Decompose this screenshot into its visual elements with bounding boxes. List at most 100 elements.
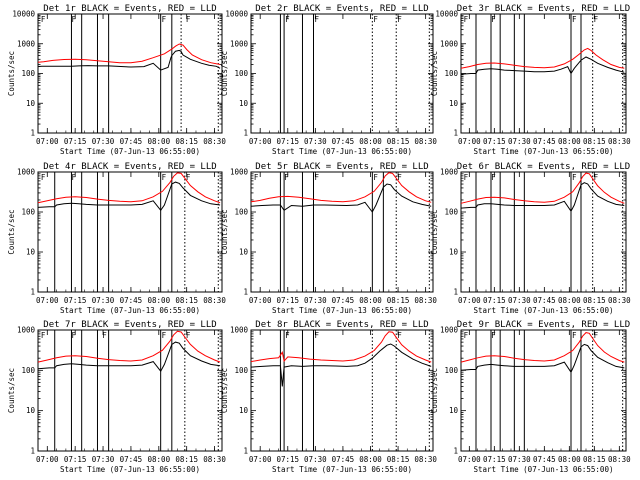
- series-line-events: [250, 343, 432, 387]
- x-tick-label: 08:15: [175, 296, 198, 305]
- x-tick-label: 08:00: [558, 455, 581, 464]
- panel-title: Det 1r BLACK = Events, RED = LLD: [43, 4, 216, 14]
- x-tick-label: 08:00: [148, 137, 171, 146]
- x-tick-label: 08:30: [414, 296, 437, 305]
- x-axis-label: Start Time (07-Jun-13 06:55:00): [60, 465, 200, 474]
- x-tick-label: 08:30: [608, 296, 631, 305]
- x-tick-label: 08:00: [148, 296, 171, 305]
- event-marker-label: F: [572, 15, 577, 24]
- event-marker-label: F: [284, 173, 289, 182]
- x-tick-label: 07:15: [483, 296, 506, 305]
- y-tick-label: 1: [243, 288, 248, 297]
- x-tick-label: 07:15: [276, 296, 299, 305]
- panel-det-3: Det 3r BLACK = Events, RED = LLD 1 10 100 10…: [430, 4, 631, 156]
- y-tick-label: 10: [239, 99, 249, 108]
- plot-frame: [460, 171, 627, 293]
- y-tick-label: 1000: [440, 326, 459, 335]
- event-marker-label: F: [285, 15, 290, 24]
- x-tick-label: 08:15: [175, 455, 198, 464]
- x-tick-label: 07:15: [483, 455, 506, 464]
- event-marker-label: F: [72, 331, 77, 340]
- y-tick-label: 100: [444, 366, 458, 375]
- y-tick-label: 1: [453, 129, 458, 138]
- x-axis-label: Start Time (07-Jun-13 06:55:00): [474, 465, 614, 474]
- series-line-events: [250, 183, 432, 213]
- y-axis-label: Counts/sec: [7, 368, 16, 413]
- event-marker-label: F: [186, 15, 191, 24]
- event-marker-label: F: [102, 331, 107, 340]
- x-axis-label: Start Time (07-Jun-13 06:55:00): [474, 147, 614, 156]
- y-tick-label: 10: [26, 99, 36, 108]
- x-tick-label: 07:00: [36, 455, 59, 464]
- panel-title: Det 9r BLACK = Events, RED = LLD: [457, 320, 630, 330]
- y-tick-label: 100: [234, 366, 248, 375]
- event-marker-label: F: [397, 173, 402, 182]
- x-tick-label: 08:15: [583, 137, 606, 146]
- y-tick-label: 1: [30, 129, 35, 138]
- y-tick-label: 100: [21, 366, 35, 375]
- series-line-lld: [250, 331, 432, 363]
- event-marker-label: F: [491, 173, 496, 182]
- y-axis-label: Counts/sec: [7, 51, 16, 96]
- x-tick-label: 07:00: [249, 455, 272, 464]
- series-line-lld: [250, 172, 432, 203]
- x-tick-label: 08:30: [203, 137, 226, 146]
- y-tick-label: 10: [449, 99, 459, 108]
- x-tick-label: 07:15: [483, 137, 506, 146]
- x-tick-label: 07:15: [64, 455, 87, 464]
- plot-frame: [250, 13, 434, 134]
- y-tick-label: 1000: [440, 39, 459, 48]
- plot-frame: [460, 13, 627, 134]
- x-tick-label: 08:15: [387, 137, 410, 146]
- plot-frame: [250, 329, 434, 452]
- x-tick-label: 08:30: [608, 455, 631, 464]
- series-line-events: [460, 56, 625, 75]
- event-marker-label: F: [464, 15, 469, 24]
- y-tick-label: 10000: [225, 10, 248, 19]
- panel-title: Det 8r BLACK = Events, RED = LLD: [255, 320, 428, 330]
- x-axis-label: Start Time (07-Jun-13 06:55:00): [60, 147, 200, 156]
- event-marker-label: F: [285, 331, 290, 340]
- x-tick-label: 07:30: [92, 296, 115, 305]
- event-marker-label: F: [572, 331, 577, 340]
- event-marker-label: F: [572, 173, 577, 182]
- x-tick-label: 07:45: [533, 296, 556, 305]
- x-tick-label: 07:45: [120, 455, 143, 464]
- y-tick-label: 1000: [17, 168, 36, 177]
- x-tick-label: 07:30: [304, 455, 327, 464]
- event-marker-label: F: [464, 173, 469, 182]
- series-line-lld: [460, 172, 625, 204]
- event-marker-label: F: [41, 331, 46, 340]
- event-marker-label: F: [373, 173, 378, 182]
- panel-title: Det 7r BLACK = Events, RED = LLD: [43, 320, 216, 330]
- series-line-lld: [460, 47, 625, 69]
- series-line-events: [460, 182, 625, 213]
- x-tick-label: 08:30: [414, 137, 437, 146]
- event-marker-label: F: [72, 173, 77, 182]
- panel-det-5: Det 5r BLACK = Events, RED = LLD 1 10 100 10…: [220, 162, 437, 315]
- x-tick-label: 08:30: [608, 137, 631, 146]
- y-tick-label: 100: [234, 208, 248, 217]
- y-tick-label: 100: [444, 69, 458, 78]
- panel-title: Det 5r BLACK = Events, RED = LLD: [255, 162, 428, 172]
- event-marker-label: F: [315, 331, 320, 340]
- x-tick-label: 07:00: [36, 137, 59, 146]
- panel-det-8: Det 8r BLACK = Events, RED = LLD 1 10 100 10…: [220, 320, 437, 474]
- panel-det-4: Det 4r BLACK = Events, RED = LLD 1 10 100 10…: [7, 162, 226, 315]
- x-tick-label: 07:30: [304, 296, 327, 305]
- x-tick-label: 07:00: [458, 455, 481, 464]
- y-axis-label: Counts/sec: [430, 209, 439, 254]
- x-tick-label: 08:30: [203, 296, 226, 305]
- x-tick-label: 07:45: [120, 296, 143, 305]
- y-axis-label: Counts/sec: [430, 51, 439, 96]
- event-marker-label: F: [315, 173, 320, 182]
- y-tick-label: 1000: [440, 168, 459, 177]
- x-tick-label: 07:30: [92, 137, 115, 146]
- x-tick-label: 07:30: [304, 137, 327, 146]
- series-line-lld: [37, 172, 221, 204]
- series-line-events: [37, 341, 221, 373]
- event-marker-label: F: [162, 331, 167, 340]
- x-tick-label: 07:00: [249, 137, 272, 146]
- y-tick-label: 100: [21, 208, 35, 217]
